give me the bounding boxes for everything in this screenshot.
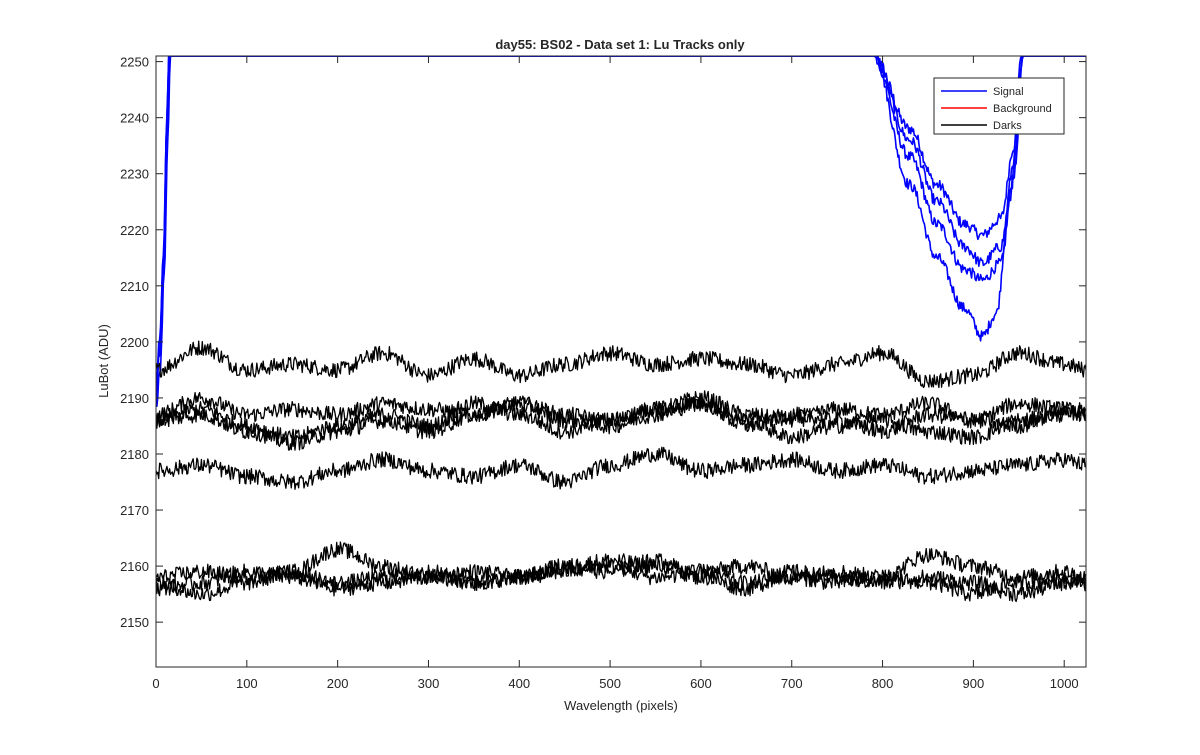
y-tick-label: 2160: [120, 559, 149, 574]
series-line-signal-1: [156, 56, 1086, 403]
series-line-darks-6: [156, 395, 1086, 444]
y-tick-label: 2250: [120, 55, 149, 70]
x-tick-label: 0: [152, 676, 159, 691]
y-tick-label: 2200: [120, 335, 149, 350]
series-line-darks-4: [156, 340, 1086, 389]
axes-frame: [155, 55, 1087, 668]
chart-legend[interactable]: Signal Background Darks: [933, 77, 1065, 135]
y-tick-label: 2170: [120, 503, 149, 518]
legend-label-darks: Darks: [993, 120, 1022, 132]
y-tick-label: 2150: [120, 615, 149, 630]
y-tick-label: 2180: [120, 447, 149, 462]
series-layer: [156, 56, 1086, 603]
series-line-darks-11: [156, 553, 1086, 603]
axes-layer: 0 100 200 300 400 500 600 700 800 900 1000 2150 2160…: [120, 55, 1087, 691]
series-line-signal-3: [156, 56, 1086, 396]
x-tick-label: 400: [508, 676, 530, 691]
y-tick-label: 2190: [120, 391, 149, 406]
x-tick-label: 500: [599, 676, 621, 691]
series-line-signal-0: [156, 56, 1086, 386]
x-tick-label: 800: [872, 676, 894, 691]
y-axis-label: LuBot (ADU): [96, 324, 111, 398]
x-tick-label: 900: [963, 676, 985, 691]
series-line-darks-7: [156, 396, 1086, 451]
x-tick-label: 200: [327, 676, 349, 691]
chart-title: day55: BS02 - Data set 1: Lu Tracks only: [495, 37, 745, 52]
y-tick-label: 2220: [120, 223, 149, 238]
series-line-signal-2: [156, 56, 1086, 407]
x-tick-label: 1000: [1050, 676, 1079, 691]
legend-label-background: Background: [993, 103, 1052, 115]
x-tick-label: 700: [781, 676, 803, 691]
x-tick-label: 300: [418, 676, 440, 691]
series-line-darks-5: [156, 390, 1086, 429]
legend-label-signal: Signal: [993, 86, 1024, 98]
series-line-darks-8: [156, 446, 1086, 490]
x-tick-label: 600: [690, 676, 712, 691]
y-tick-label: 2230: [120, 167, 149, 182]
x-axis-label: Wavelength (pixels): [564, 698, 678, 713]
y-tick-label: 2210: [120, 279, 149, 294]
y-tick-label: 2240: [120, 111, 149, 126]
x-tick-label: 100: [236, 676, 258, 691]
